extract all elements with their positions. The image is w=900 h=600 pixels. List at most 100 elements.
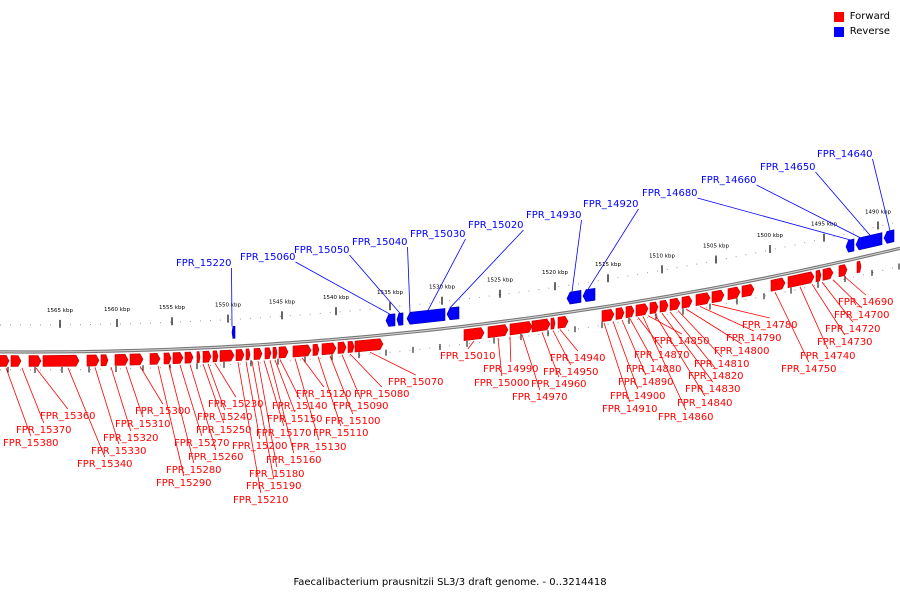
gene-label: FPR_15370 bbox=[16, 425, 72, 436]
leader-line bbox=[294, 358, 320, 441]
gene-label: FPR_15090 bbox=[333, 401, 389, 412]
leader-line bbox=[832, 279, 863, 309]
forward-gene-arrow bbox=[219, 349, 235, 362]
leader-line bbox=[603, 322, 631, 403]
leader-line bbox=[647, 315, 682, 335]
forward-gene-arrow bbox=[184, 351, 194, 364]
forward-gene-arrow bbox=[770, 277, 786, 292]
gene-label: FPR_15140 bbox=[272, 401, 328, 412]
scale-label: 1560 kbp bbox=[104, 307, 130, 313]
forward-gene-arrow bbox=[557, 315, 569, 329]
leader-line bbox=[467, 340, 475, 350]
gene-label: FPR_15130 bbox=[291, 442, 347, 453]
leader-line bbox=[669, 311, 717, 370]
gene-label: FPR_15230 bbox=[208, 399, 264, 410]
scale-label: 1565 kbp bbox=[47, 308, 73, 314]
forward-gene-arrow bbox=[272, 346, 278, 359]
forward-gene-arrow bbox=[659, 299, 669, 313]
leader-line bbox=[571, 219, 582, 292]
leader-line bbox=[407, 246, 411, 313]
scale-label: 1525 kbp bbox=[487, 278, 513, 284]
gene-label: FPR_15060 bbox=[240, 252, 296, 263]
forward-gene-arrow bbox=[487, 324, 509, 339]
leader-line bbox=[612, 321, 639, 390]
gene-label: FPR_15310 bbox=[115, 419, 171, 430]
scale-label: 1530 kbp bbox=[429, 285, 455, 291]
gene-label: FPR_14910 bbox=[602, 404, 658, 415]
gene-label: FPR_15220 bbox=[176, 258, 232, 269]
leader-line bbox=[844, 276, 867, 296]
leader-line bbox=[94, 367, 120, 445]
scale-label: 1490 kbp bbox=[865, 209, 891, 215]
forward-gene-arrow bbox=[114, 353, 129, 366]
scale-label: 1545 kbp bbox=[269, 299, 295, 305]
leader-line bbox=[274, 359, 296, 413]
leader-line bbox=[699, 306, 754, 332]
leader-line bbox=[202, 363, 225, 424]
leader-line bbox=[521, 334, 541, 391]
gene-label: FPR_15320 bbox=[103, 433, 159, 444]
gene-label: FPR_14720 bbox=[825, 324, 881, 335]
leader-line bbox=[214, 363, 237, 398]
reverse-gene-arrow bbox=[855, 232, 883, 251]
reverse-gene-arrow bbox=[566, 290, 582, 305]
leader-line bbox=[125, 366, 144, 418]
gene-label: FPR_14650 bbox=[760, 162, 816, 173]
gene-label: FPR_14690 bbox=[838, 297, 894, 308]
leader-line bbox=[541, 331, 560, 378]
leader-line bbox=[110, 366, 132, 432]
gene-label: FPR_14780 bbox=[742, 320, 798, 331]
forward-gene-arrow bbox=[172, 352, 184, 365]
leader-line bbox=[263, 360, 285, 427]
gene-label: FPR_15340 bbox=[77, 459, 133, 470]
reverse-gene-arrow bbox=[845, 238, 855, 253]
scale-label: 1505 kbp bbox=[703, 244, 729, 250]
forward-guide bbox=[0, 265, 900, 371]
scale-label: 1550 kbp bbox=[215, 303, 241, 309]
gene-label: FPR_14930 bbox=[526, 210, 582, 221]
gene-label: FPR_14970 bbox=[512, 392, 568, 403]
forward-gene-arrow bbox=[787, 271, 815, 289]
forward-swatch bbox=[833, 11, 844, 22]
leader-line bbox=[497, 337, 503, 377]
scale-label: 1500 kbp bbox=[757, 233, 783, 239]
forward-gene-arrow bbox=[354, 338, 384, 353]
scale-label: 1510 kbp bbox=[649, 253, 675, 259]
leader-line bbox=[509, 336, 512, 363]
forward-gene-arrow bbox=[28, 355, 42, 367]
forward-gene-arrow bbox=[838, 264, 848, 278]
gene-label: FPR_15300 bbox=[135, 406, 191, 417]
gene-label: FPR_14850 bbox=[654, 336, 710, 347]
forward-gene-arrow bbox=[149, 352, 161, 365]
gene-label: FPR_14730 bbox=[817, 337, 873, 348]
leader-line bbox=[637, 317, 663, 349]
gene-label: FPR_15330 bbox=[91, 446, 147, 457]
reverse-gene-arrow bbox=[883, 229, 895, 244]
forward-gene-arrow bbox=[347, 340, 355, 353]
leader-line bbox=[5, 367, 32, 437]
leader-line bbox=[257, 360, 278, 468]
scale-label: 1555 kbp bbox=[159, 305, 185, 311]
gene-label: FPR_15160 bbox=[266, 455, 322, 466]
leader-line bbox=[245, 361, 261, 440]
reverse-gene-arrow bbox=[231, 325, 236, 339]
gene-label: FPR_14700 bbox=[834, 310, 890, 321]
leader-line bbox=[231, 267, 233, 327]
leader-line bbox=[552, 330, 572, 366]
forward-gene-arrow bbox=[196, 351, 201, 364]
forward-gene-arrow bbox=[727, 286, 741, 301]
scale-label: 1535 kbp bbox=[377, 290, 403, 296]
gene-label: FPR_15280 bbox=[166, 465, 222, 476]
leader-line bbox=[677, 310, 723, 358]
gene-label: FPR_14750 bbox=[781, 364, 837, 375]
forward-gene-arrow bbox=[253, 347, 263, 360]
scale-label: 1495 kbp bbox=[811, 222, 837, 228]
forward-gene-arrow bbox=[212, 350, 219, 363]
legend: Forward Reverse bbox=[833, 9, 890, 39]
leader-line bbox=[251, 361, 275, 480]
legend-forward-label: Forward bbox=[849, 11, 890, 22]
leader-line bbox=[189, 364, 217, 451]
leader-line bbox=[799, 286, 829, 350]
reverse-swatch bbox=[833, 26, 844, 37]
leader-line bbox=[587, 208, 639, 290]
